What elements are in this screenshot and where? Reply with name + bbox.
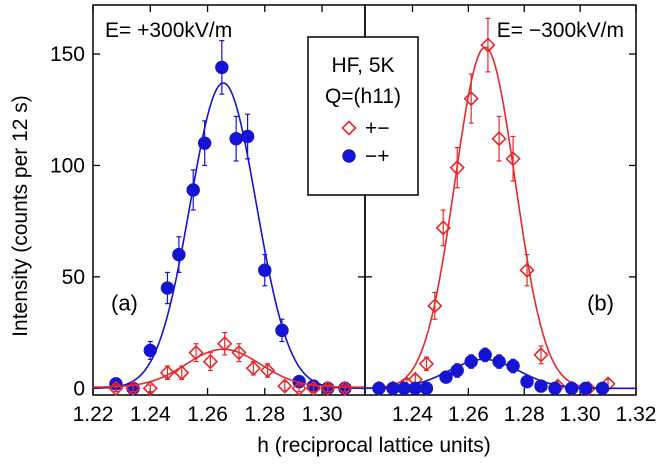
data-point bbox=[595, 381, 610, 396]
series-a-1 bbox=[93, 332, 365, 396]
data-point bbox=[217, 336, 233, 352]
data-point bbox=[143, 343, 157, 358]
data-point bbox=[463, 90, 479, 107]
y-axis-title: Intensity (counts per 12 s) bbox=[9, 95, 32, 337]
y-tick-label: 150 bbox=[50, 43, 85, 66]
data-point bbox=[492, 354, 506, 369]
data-point bbox=[565, 381, 579, 396]
data-point bbox=[202, 353, 219, 370]
data-point bbox=[320, 380, 336, 396]
x-tick-label: 1.30 bbox=[302, 403, 343, 426]
panel-a: 0 50 100 150 1.22 1.24 1.26 1.28 1.30 E= +300kV/m… bbox=[50, 4, 366, 426]
y-tick-label: 100 bbox=[50, 154, 85, 177]
data-point bbox=[506, 359, 520, 373]
data-point bbox=[408, 381, 422, 396]
data-point bbox=[520, 374, 534, 389]
legend-marker bbox=[342, 149, 356, 163]
data-point bbox=[260, 362, 276, 379]
data-point bbox=[108, 380, 124, 396]
legend-box bbox=[307, 36, 419, 196]
data-point bbox=[491, 131, 507, 147]
data-point bbox=[579, 381, 593, 396]
x-tick-label: 1.28 bbox=[244, 403, 285, 426]
data-point bbox=[337, 380, 353, 396]
data-point bbox=[277, 378, 293, 394]
data-point bbox=[480, 37, 496, 53]
data-point bbox=[215, 60, 229, 75]
panel-title-b: E= −300kV/m bbox=[497, 19, 624, 42]
legend-marker bbox=[341, 120, 357, 136]
data-point bbox=[197, 136, 212, 150]
x-tick-label: 1.24 bbox=[392, 403, 433, 426]
data-point bbox=[372, 381, 386, 396]
legend-entries: +− −+ bbox=[341, 117, 390, 168]
legend: HF, 5K Q=(h11) +− −+ bbox=[307, 36, 419, 196]
panel-frame-b bbox=[364, 4, 637, 396]
data-point bbox=[464, 354, 478, 369]
data-point bbox=[160, 281, 175, 295]
data-point bbox=[534, 379, 548, 393]
data-point bbox=[478, 348, 492, 362]
panel-b: 1.24 1.26 1.28 1.30 1.32 E= −300kV/m (b) bbox=[364, 4, 657, 426]
data-point bbox=[305, 380, 322, 396]
data-point bbox=[435, 220, 451, 236]
y-tick-label: 50 bbox=[62, 266, 85, 289]
data-point bbox=[125, 380, 141, 396]
legend-title-line-1: HF, 5K bbox=[331, 54, 394, 77]
data-point bbox=[188, 345, 204, 361]
data-point bbox=[397, 381, 411, 396]
data-point bbox=[174, 365, 190, 381]
data-point bbox=[186, 183, 200, 197]
x-tick-label: 1.32 bbox=[616, 403, 657, 426]
data-point bbox=[418, 356, 435, 372]
panel-letter-b: (b) bbox=[587, 290, 614, 315]
data-point bbox=[519, 262, 535, 278]
data-point bbox=[450, 363, 464, 378]
x-tick-label: 1.28 bbox=[504, 403, 545, 426]
data-point bbox=[439, 370, 453, 384]
y-tick-label: 0 bbox=[73, 377, 85, 400]
data-point bbox=[172, 247, 186, 262]
legend-label: +− bbox=[365, 117, 390, 140]
data-point bbox=[159, 365, 176, 381]
data-point bbox=[258, 263, 272, 277]
data-point bbox=[533, 347, 549, 363]
data-point bbox=[291, 380, 307, 396]
data-point bbox=[505, 151, 521, 167]
panel-title-a: E= +300kV/m bbox=[105, 19, 232, 42]
data-point bbox=[427, 298, 443, 314]
data-point bbox=[142, 380, 158, 396]
x-tick-label: 1.26 bbox=[448, 403, 489, 426]
data-point bbox=[229, 132, 243, 146]
fit-curve bbox=[93, 348, 365, 388]
panel-letter-a: (a) bbox=[111, 290, 138, 315]
legend-label: −+ bbox=[365, 145, 390, 168]
data-point bbox=[419, 381, 434, 396]
data-point bbox=[275, 323, 289, 338]
x-tick-label: 1.30 bbox=[560, 403, 601, 426]
data-point bbox=[240, 129, 255, 144]
data-point bbox=[386, 381, 400, 396]
x-axis-title: h (reciprocal lattice units) bbox=[257, 434, 490, 457]
data-point bbox=[245, 360, 261, 376]
data-point bbox=[231, 345, 247, 361]
data-point bbox=[449, 160, 465, 176]
plot-layer: 0 50 100 150 1.22 1.24 1.26 1.28 1.30 E= +300kV/m… bbox=[50, 4, 657, 426]
x-tick-label: 1.26 bbox=[187, 403, 228, 426]
data-point bbox=[548, 381, 562, 396]
legend-title-line-2: Q=(h11) bbox=[325, 85, 401, 108]
x-tick-label: 1.22 bbox=[73, 403, 114, 426]
x-tick-label: 1.24 bbox=[130, 403, 171, 426]
series-b-1 bbox=[365, 347, 636, 396]
